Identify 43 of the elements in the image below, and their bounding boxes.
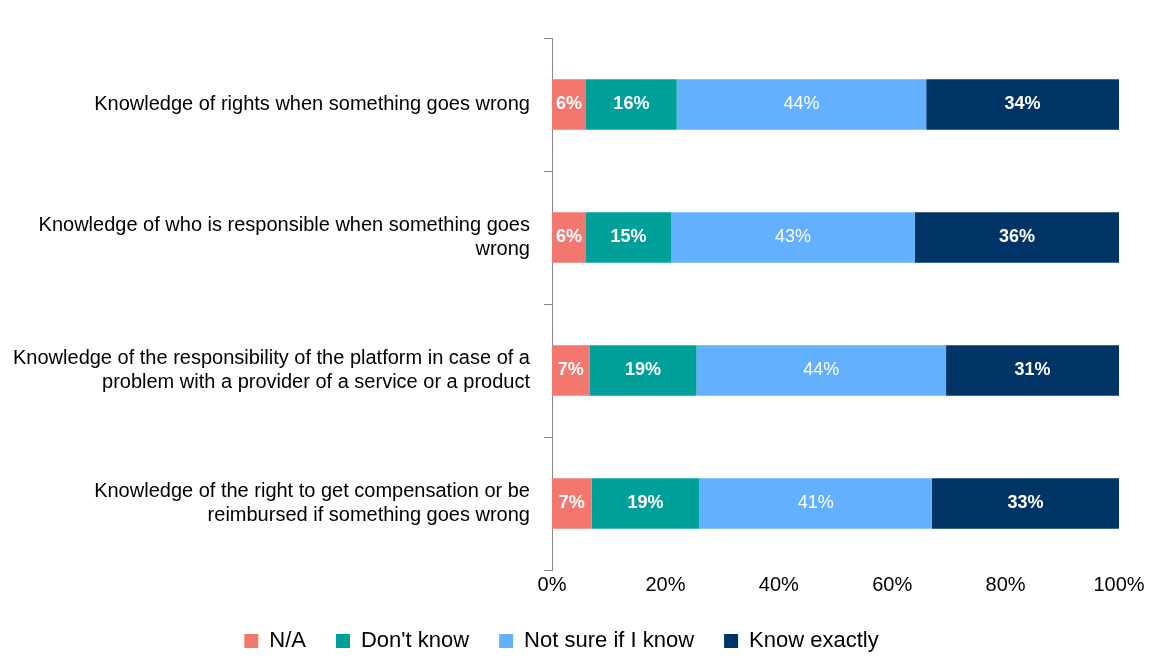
- legend-label: Don't know: [360, 627, 470, 653]
- bar: [552, 478, 592, 529]
- data-label: 6%: [556, 226, 583, 247]
- x-tick-label: 20%: [645, 572, 686, 595]
- bar: [946, 345, 1119, 396]
- y-tick-label: Knowledge of rights when something goes wrong: [94, 92, 530, 115]
- x-tick-label: 40%: [758, 572, 800, 595]
- x-tick-label: 60%: [872, 572, 913, 595]
- x-tick-label: 0%: [537, 572, 567, 595]
- bar: [586, 212, 672, 263]
- data-label: 16%: [613, 93, 650, 114]
- x-tick-label: 80%: [985, 572, 1026, 595]
- data-label: 7%: [558, 492, 585, 513]
- bar: [671, 212, 915, 263]
- data-label: 15%: [610, 226, 647, 247]
- data-label: 31%: [1014, 359, 1051, 380]
- legend-label: N/A: [269, 627, 307, 653]
- data-label: 44%: [803, 359, 840, 380]
- bar: [696, 345, 947, 396]
- data-label: 19%: [624, 359, 662, 380]
- bar: [589, 345, 697, 396]
- data-label: 41%: [797, 492, 834, 513]
- y-tick-label: Knowledge of the right to get compensation or be reimbursed if something goes wrong: [94, 479, 530, 526]
- y-tick-label: Knowledge of the responsibility of the platform in case of a problem with a provider of a service or a product: [13, 346, 531, 393]
- x-tick-label: 100%: [1093, 572, 1145, 595]
- data-label: 44%: [783, 93, 820, 114]
- data-label: 19%: [627, 492, 664, 513]
- bar: [676, 79, 927, 130]
- data-label: 36%: [998, 226, 1035, 247]
- bar: [926, 79, 1119, 130]
- bar: [699, 478, 932, 529]
- legend-label: Know exactly: [749, 627, 879, 653]
- legend-label: Not sure if I know: [524, 627, 695, 653]
- data-label: 7%: [557, 359, 584, 380]
- bar: [931, 478, 1119, 529]
- data-label: 33%: [1007, 492, 1044, 513]
- bar: [586, 79, 677, 130]
- data-label: 6%: [556, 93, 583, 114]
- data-label: 34%: [1004, 93, 1041, 114]
- y-tick-label: Knowledge of who is responsible when something goes wrong: [38, 213, 530, 260]
- data-label: 43%: [774, 226, 811, 247]
- bar: [591, 478, 700, 529]
- bar: [914, 212, 1119, 263]
